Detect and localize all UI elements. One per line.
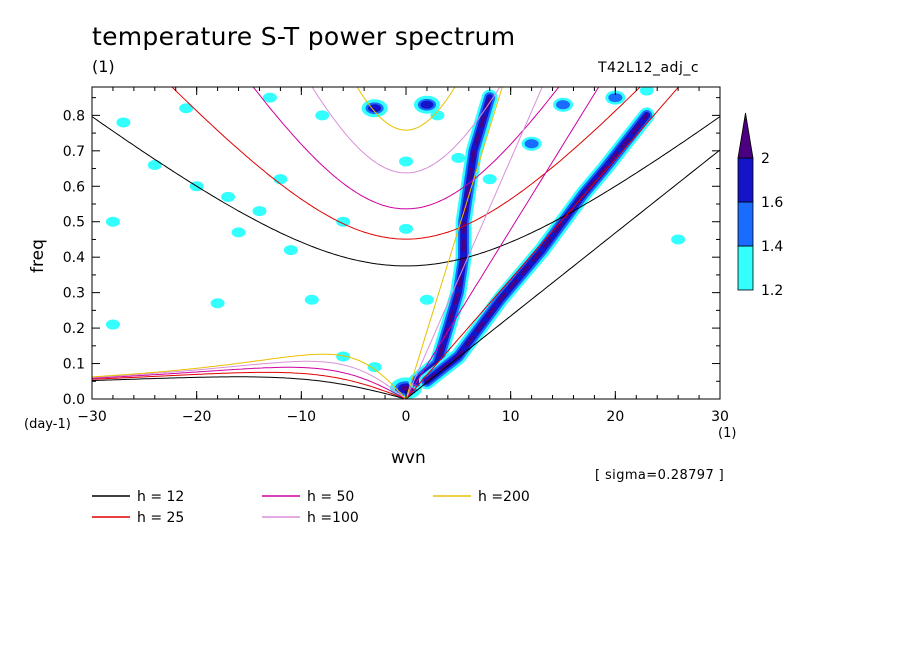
power-blob: [430, 110, 445, 121]
x-tick-label: 10: [502, 409, 520, 425]
colorbar-arrow: [737, 112, 754, 159]
y-tick-label: 0.7: [63, 144, 85, 160]
legend-label: h =200: [478, 489, 530, 505]
y-tick-label: 0.4: [63, 250, 85, 266]
power-blob: [399, 156, 413, 167]
power-blob: [179, 103, 194, 114]
y-tick-label: 0.2: [63, 321, 85, 337]
x-tick-label: 30: [711, 409, 729, 425]
axes: −30 −20 −10 0 10 20 30 0.0 0.1 0.2 0.3 0.4 0.5 0.6 0.7…: [63, 87, 729, 425]
kelvin-ridge-peak: [415, 96, 492, 383]
rossby-curve: [92, 366, 407, 399]
x-axis-unit: (1): [718, 426, 737, 441]
kelvin-curve: [405, 87, 503, 399]
power-blob: [367, 362, 382, 373]
power-blob: [116, 117, 131, 128]
power-blob: [671, 234, 686, 245]
run-label: T42L12_adj_c: [598, 60, 700, 76]
kelvin-curve: [405, 87, 680, 399]
power-blob: [221, 191, 236, 202]
chart-subtitle: (1): [92, 57, 115, 76]
y-tick-label: 0.1: [63, 357, 85, 373]
power-blob-core: [556, 100, 570, 110]
x-tick-label: −20: [182, 409, 212, 425]
rossby-curve: [92, 353, 407, 399]
power-blob: [399, 223, 413, 234]
spectral-power-contours: [105, 87, 686, 399]
legend-label: h = 12: [137, 489, 184, 505]
x-tick-label: 0: [402, 409, 411, 425]
dispersion-curves: [92, 87, 720, 399]
colorbar-swatch: [737, 201, 754, 247]
sigma-label: [ sigma=0.28797 ]: [595, 468, 725, 483]
power-blob: [482, 174, 497, 185]
rossby-curve: [92, 376, 407, 399]
y-tick-label: 0.6: [63, 179, 85, 195]
power-blob-core: [608, 93, 623, 103]
power-blob: [336, 216, 351, 227]
y-tick-label: 0.5: [63, 215, 85, 231]
x-axis-label: wvn: [391, 448, 426, 468]
rossby-curve: [92, 371, 407, 399]
kelvin-curve: [405, 87, 600, 399]
power-blob: [304, 294, 319, 305]
power-blob: [252, 206, 267, 217]
power-blob: [273, 174, 288, 185]
kelvin-curve: [405, 149, 720, 399]
eastward-ridge-peak: [425, 113, 649, 383]
inertio-gravity-curve: [356, 87, 456, 131]
power-blob-core: [524, 139, 539, 149]
y-tick-label: 0.3: [63, 286, 85, 302]
colorbar-label: 1.2: [761, 283, 783, 299]
y-tick-label: 0.8: [63, 108, 85, 124]
legend: h = 12 h = 25 h = 50 h =100 h =200: [92, 489, 530, 526]
power-blob: [105, 216, 120, 227]
legend-label: h = 25: [137, 510, 184, 526]
power-blob: [419, 294, 434, 305]
colorbar-label: 2: [761, 151, 770, 167]
inertio-gravity-curve: [311, 87, 501, 174]
power-blob-core: [420, 100, 434, 109]
power-blob: [639, 87, 654, 96]
power-blob: [147, 160, 162, 170]
legend-label: h =100: [307, 510, 359, 526]
x-tick-label: −10: [287, 409, 317, 425]
power-blob: [315, 110, 330, 121]
inertio-gravity-curve: [92, 116, 720, 267]
x-tick-label: 20: [606, 409, 624, 425]
colorbar-swatch: [737, 157, 754, 203]
power-blob: [105, 319, 120, 330]
y-tick-label: 0.0: [63, 392, 85, 408]
power-blob-core: [368, 104, 382, 113]
x-tick-label: −30: [77, 409, 107, 425]
colorbar-swatch: [737, 245, 754, 291]
power-blob: [283, 245, 298, 256]
inertio-gravity-curve: [252, 87, 560, 210]
colorbar: 1.2 1.4 1.6 2: [737, 112, 783, 299]
power-blob: [451, 152, 466, 163]
power-blob: [262, 92, 277, 103]
kelvin-curve: [405, 87, 543, 399]
y-axis-unit: (day-1): [24, 417, 71, 432]
legend-label: h = 50: [307, 489, 354, 505]
chart-title: temperature S-T power spectrum: [92, 22, 516, 51]
power-blob: [210, 298, 225, 309]
colorbar-label: 1.6: [761, 195, 783, 211]
rossby-curve: [92, 360, 407, 399]
power-blob: [231, 227, 246, 238]
power-blob: [336, 351, 351, 362]
colorbar-label: 1.4: [761, 239, 783, 255]
inertio-gravity-curve: [171, 87, 641, 240]
